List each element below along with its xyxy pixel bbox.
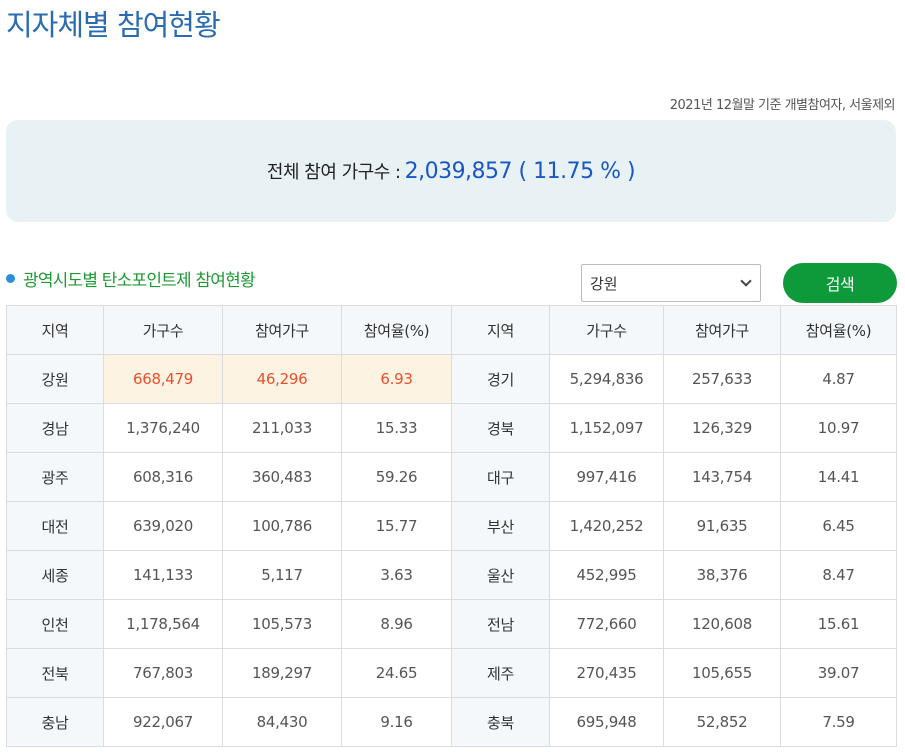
table-row: 경남 1,376,240 211,033 15.33 경북 1,152,097 126,32… [6, 403, 897, 453]
participating-cell: 91,635 [663, 501, 781, 551]
table-row: 전북 767,803 189,297 24.65 제주 270,435 105,655 39.… [6, 648, 897, 698]
column-header: 참여가구 [663, 305, 781, 355]
region-cell: 전남 [451, 599, 550, 649]
rate-cell: 6.45 [780, 501, 897, 551]
region-cell: 전북 [6, 648, 104, 698]
participating-cell: 126,329 [663, 403, 781, 453]
table-row: 인천 1,178,564 105,573 8.96 전남 772,660 120,608 15… [6, 599, 897, 649]
rate-cell: 39.07 [780, 648, 897, 698]
rate-cell: 24.65 [341, 648, 452, 698]
region-select[interactable]: 강원 [581, 264, 761, 302]
region-cell: 인천 [6, 599, 104, 649]
total-summary-label: 전체 참여 가구수 : [266, 162, 401, 183]
rate-cell: 15.77 [341, 501, 452, 551]
region-cell: 대전 [6, 501, 104, 551]
table-header-row: 지역 가구수 참여가구 참여율(%) 지역 가구수 참여가구 참여율(%) [6, 305, 897, 355]
participating-cell: 38,376 [663, 550, 781, 600]
rate-cell: 6.93 [341, 354, 452, 404]
households-cell: 1,420,252 [549, 501, 664, 551]
column-header: 참여율(%) [780, 305, 897, 355]
region-cell: 대구 [451, 452, 550, 502]
rate-cell: 8.47 [780, 550, 897, 600]
participating-cell: 189,297 [222, 648, 342, 698]
total-summary-box: 전체 참여 가구수 :2,039,857 ( 11.75 % ) [6, 120, 896, 222]
rate-cell: 8.96 [341, 599, 452, 649]
region-cell: 부산 [451, 501, 550, 551]
section-title: 광역시도별 탄소포인트제 참여현황 [23, 271, 256, 291]
households-cell: 608,316 [103, 452, 223, 502]
participation-table: 지역 가구수 참여가구 참여율(%) 지역 가구수 참여가구 참여율(%) 강원 668,479… [6, 305, 897, 747]
table-body: 강원 668,479 46,296 6.93 경기 5,294,836 257,633 4.8… [6, 354, 897, 747]
households-cell: 1,376,240 [103, 403, 223, 453]
column-header: 참여율(%) [341, 305, 452, 355]
participating-cell: 143,754 [663, 452, 781, 502]
households-cell: 668,479 [103, 354, 223, 404]
rate-cell: 59.26 [341, 452, 452, 502]
rate-cell: 15.61 [780, 599, 897, 649]
search-button[interactable]: 검색 [783, 263, 897, 303]
participating-cell: 105,573 [222, 599, 342, 649]
participating-cell: 52,852 [663, 697, 781, 747]
households-cell: 1,152,097 [549, 403, 664, 453]
households-cell: 772,660 [549, 599, 664, 649]
region-cell: 울산 [451, 550, 550, 600]
households-cell: 767,803 [103, 648, 223, 698]
table-row: 광주 608,316 360,483 59.26 대구 997,416 143,754 14.… [6, 452, 897, 502]
bullet-icon [6, 274, 15, 283]
participating-cell: 211,033 [222, 403, 342, 453]
page-title: 지자체별 참여현황 [6, 8, 221, 42]
region-cell: 경북 [451, 403, 550, 453]
participating-cell: 105,655 [663, 648, 781, 698]
participating-cell: 120,608 [663, 599, 781, 649]
rate-cell: 4.87 [780, 354, 897, 404]
table-row: 충남 922,067 84,430 9.16 충북 695,948 52,852 7.59 [6, 697, 897, 747]
households-cell: 639,020 [103, 501, 223, 551]
rate-cell: 15.33 [341, 403, 452, 453]
table-row: 강원 668,479 46,296 6.93 경기 5,294,836 257,633 4.8… [6, 354, 897, 404]
region-cell: 광주 [6, 452, 104, 502]
region-cell: 제주 [451, 648, 550, 698]
region-cell: 경남 [6, 403, 104, 453]
section-header: 광역시도별 탄소포인트제 참여현황 [6, 266, 256, 291]
participating-cell: 100,786 [222, 501, 342, 551]
households-cell: 452,995 [549, 550, 664, 600]
region-cell: 충북 [451, 697, 550, 747]
table-row: 세종 141,133 5,117 3.63 울산 452,995 38,376 8.47 [6, 550, 897, 600]
region-cell: 충남 [6, 697, 104, 747]
participating-cell: 46,296 [222, 354, 342, 404]
region-cell: 강원 [6, 354, 104, 404]
rate-cell: 3.63 [341, 550, 452, 600]
households-cell: 1,178,564 [103, 599, 223, 649]
households-cell: 5,294,836 [549, 354, 664, 404]
participating-cell: 257,633 [663, 354, 781, 404]
participating-cell: 360,483 [222, 452, 342, 502]
households-cell: 922,067 [103, 697, 223, 747]
column-header: 지역 [6, 305, 104, 355]
column-header: 참여가구 [222, 305, 342, 355]
rate-cell: 14.41 [780, 452, 897, 502]
households-cell: 997,416 [549, 452, 664, 502]
households-cell: 270,435 [549, 648, 664, 698]
table-row: 대전 639,020 100,786 15.77 부산 1,420,252 91,635 6.… [6, 501, 897, 551]
rate-cell: 10.97 [780, 403, 897, 453]
total-summary-value: 2,039,857 ( 11.75 % ) [404, 159, 636, 184]
column-header: 가구수 [103, 305, 223, 355]
households-cell: 141,133 [103, 550, 223, 600]
rate-cell: 7.59 [780, 697, 897, 747]
basis-note: 2021년 12월말 기준 개별참여자, 서울제외 [669, 98, 896, 113]
households-cell: 695,948 [549, 697, 664, 747]
column-header: 가구수 [549, 305, 664, 355]
chevron-down-icon [740, 275, 752, 287]
participating-cell: 84,430 [222, 697, 342, 747]
column-header: 지역 [451, 305, 550, 355]
rate-cell: 9.16 [341, 697, 452, 747]
participating-cell: 5,117 [222, 550, 342, 600]
region-select-value: 강원 [590, 274, 618, 293]
region-cell: 경기 [451, 354, 550, 404]
region-cell: 세종 [6, 550, 104, 600]
total-summary: 전체 참여 가구수 :2,039,857 ( 11.75 % ) [266, 158, 636, 184]
